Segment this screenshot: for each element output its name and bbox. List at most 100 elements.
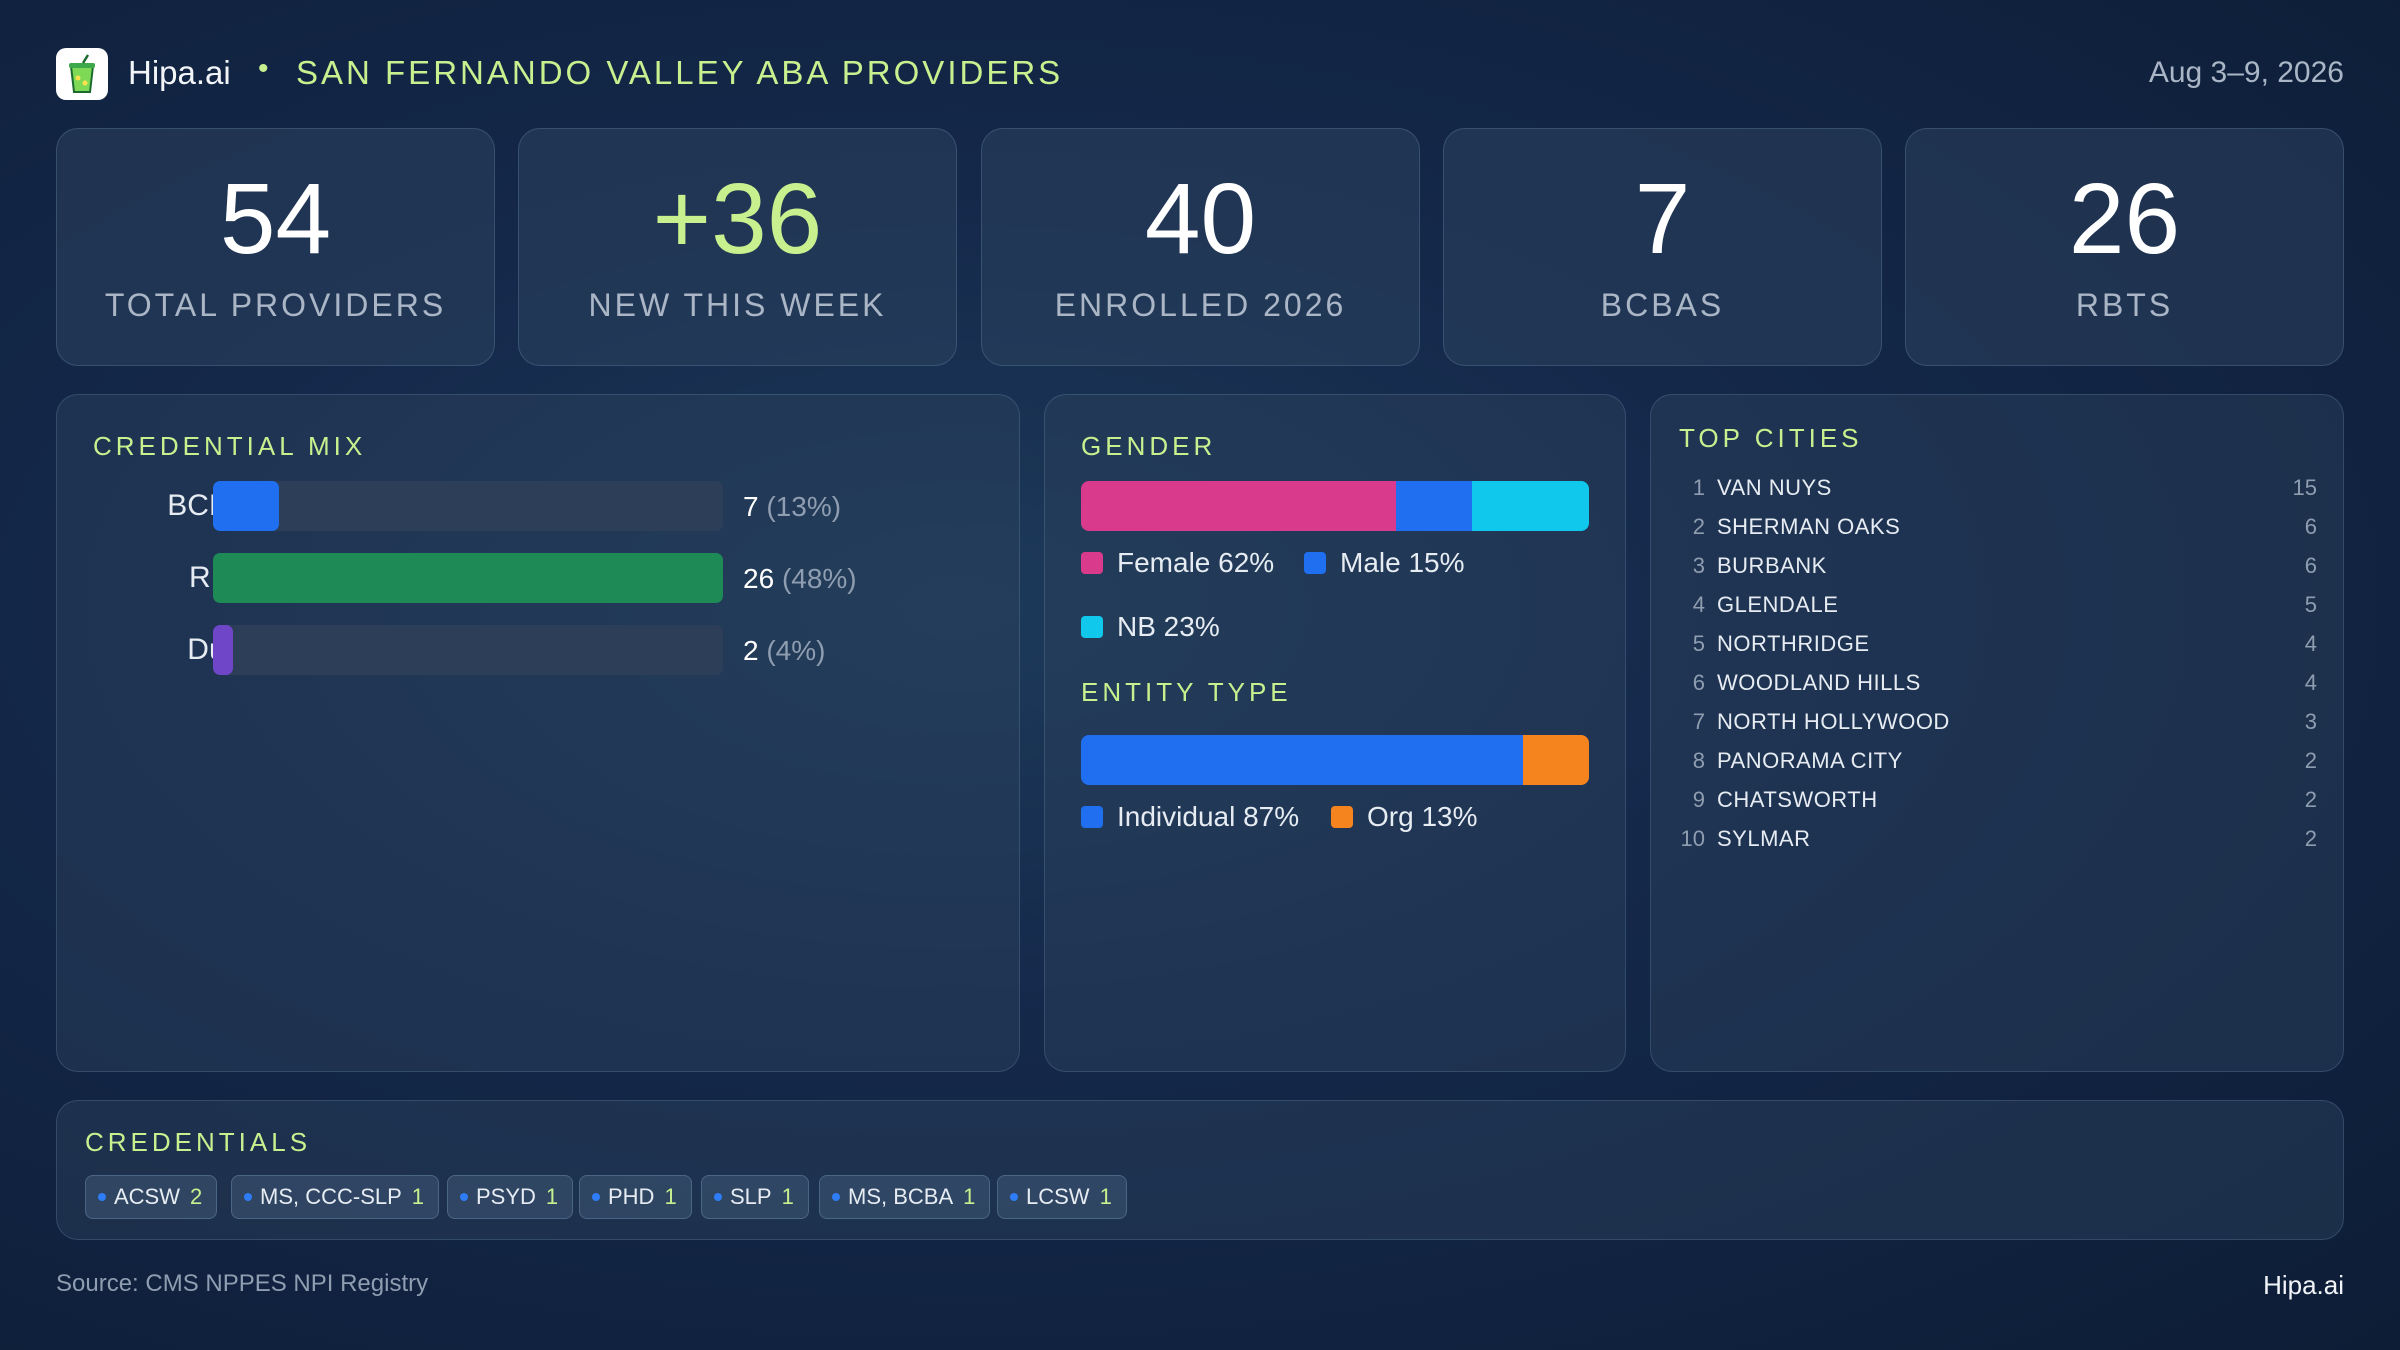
gender-segment-2 [1472, 481, 1589, 531]
city-count: 2 [2304, 826, 2317, 851]
city-name: NORTHRIDGE [1717, 631, 1870, 656]
dot-icon [1010, 1193, 1018, 1201]
panel-title: ENTITY TYPE [1081, 677, 1292, 707]
legend-female: Female 62% [1081, 547, 1274, 579]
dot-icon [832, 1193, 840, 1201]
city-count: 4 [2304, 631, 2317, 656]
legend-label: Org 13% [1367, 801, 1478, 832]
credential-bar-fill [213, 625, 234, 675]
top-cities-panel: TOP CITIES 1 VAN NUYS 15 2 SHERMAN OAKS … [1650, 394, 2344, 1072]
panel-title: TOP CITIES [1679, 423, 1863, 453]
chip-count: 1 [545, 1184, 559, 1209]
credential-bar-track [213, 553, 723, 603]
kpi-card-new-this-week: +36 NEW THIS WEEK [518, 128, 957, 366]
city-name: SHERMAN OAKS [1717, 514, 1901, 539]
legend-swatch [1331, 806, 1353, 828]
credential-bar-fill [213, 481, 280, 531]
credential-chip: MS, BCBA 1 [819, 1175, 991, 1219]
legend-nb: NB 23% [1081, 611, 1220, 643]
credential-chip-list: ACSW 2 MS, CCC-SLP 1 PSYD 1 PHD 1 SLP 1 … [85, 1175, 1285, 1219]
chip-label: SLP [730, 1184, 772, 1209]
kpi-label: NEW THIS WEEK [588, 287, 887, 323]
dot-icon [244, 1193, 252, 1201]
credentials-panel: CREDENTIALS ACSW 2 MS, CCC-SLP 1 PSYD 1 … [56, 1100, 2344, 1240]
city-name: GLENDALE [1717, 592, 1839, 617]
legend-label: Male 15% [1340, 547, 1465, 578]
kpi-label: TOTAL PROVIDERS [104, 287, 447, 323]
legend-label: Female 62% [1117, 547, 1275, 578]
credential-value: 7 (13%) [743, 491, 841, 523]
city-count: 6 [2304, 553, 2317, 578]
legend-label: NB 23% [1117, 611, 1220, 642]
credential-count: 26 [743, 563, 775, 594]
legend-org: Org 13% [1331, 801, 1478, 833]
city-count: 4 [2304, 670, 2317, 695]
chip-label: MS, BCBA [848, 1184, 954, 1209]
entity-segment-0 [1081, 735, 1523, 785]
panel-title: CREDENTIAL MIX [93, 431, 367, 461]
chip-label: LCSW [1026, 1184, 1090, 1209]
city-rank: 10 [1680, 826, 1705, 851]
chip-count: 1 [781, 1184, 794, 1209]
gender-segment-0 [1081, 481, 1396, 531]
city-rank: 4 [1692, 592, 1705, 617]
city-rank: 9 [1692, 787, 1705, 812]
legend-swatch [1081, 552, 1103, 574]
entity-segment-1 [1522, 735, 1589, 785]
credential-percent: (4%) [766, 635, 826, 666]
credential-mix-panel: CREDENTIAL MIX BCBA 7 (13%) RBT 26 (48%)… [56, 394, 1020, 1072]
city-row: 9 CHATSWORTH 2 [1651, 787, 2345, 823]
chip-label: PHD [608, 1184, 655, 1209]
credential-chip: MS, CCC-SLP 1 [231, 1175, 440, 1219]
legend-male: Male 15% [1304, 547, 1465, 579]
credential-bar-fill [213, 553, 723, 603]
page-title: SAN FERNANDO VALLEY ABA PROVIDERS [296, 54, 1064, 91]
credential-chip: PSYD 1 [447, 1175, 574, 1219]
kpi-row: 54 TOTAL PROVIDERS +36 NEW THIS WEEK 40 … [56, 128, 2344, 366]
city-rank: 5 [1692, 631, 1705, 656]
gender-entity-panel: GENDER Female 62% Male 15% NB 23% ENTITY… [1044, 394, 1626, 1072]
kpi-card-total-providers: 54 TOTAL PROVIDERS [56, 128, 495, 366]
city-row: 5 NORTHRIDGE 4 [1651, 631, 2345, 667]
kpi-value: 54 [219, 163, 332, 275]
city-name: NORTH HOLLYWOOD [1717, 709, 1950, 734]
dot-icon [460, 1193, 468, 1201]
city-rank: 8 [1692, 748, 1705, 773]
kpi-card-bcbas: 7 BCBAS [1443, 128, 1882, 366]
chip-count: 2 [190, 1184, 203, 1209]
credential-percent: (13%) [766, 491, 842, 522]
city-row: 1 VAN NUYS 15 [1651, 475, 2345, 511]
chip-label: PSYD [476, 1184, 536, 1209]
city-name: PANORAMA CITY [1717, 748, 1903, 773]
city-count: 2 [2304, 787, 2317, 812]
credential-chip: ACSW 2 [85, 1175, 218, 1219]
credential-chip: PHD 1 [579, 1175, 692, 1219]
city-count: 3 [2304, 709, 2317, 734]
chip-count: 1 [664, 1184, 677, 1209]
chip-count: 1 [963, 1184, 976, 1209]
city-name: SYLMAR [1717, 826, 1811, 851]
city-row: 2 SHERMAN OAKS 6 [1651, 514, 2345, 550]
legend-swatch [1304, 552, 1326, 574]
dot-icon [714, 1193, 722, 1201]
city-rank: 2 [1692, 514, 1705, 539]
footer-brand: Hipa.ai [2263, 1270, 2344, 1300]
kpi-label: BCBAS [1600, 287, 1725, 323]
credential-row-bcba: BCBA 7 (13%) [57, 481, 1075, 531]
city-name: WOODLAND HILLS [1717, 670, 1921, 695]
panel-title: CREDENTIALS [85, 1127, 312, 1157]
data-source: Source: CMS NPPES NPI Registry [56, 1270, 429, 1297]
kpi-value: 26 [2068, 163, 2181, 275]
date-range: Aug 3–9, 2026 [2148, 56, 2344, 89]
city-rank: 6 [1692, 670, 1705, 695]
entity-stacked-bar [1081, 735, 1589, 785]
kpi-value: 40 [1144, 163, 1257, 275]
city-count: 6 [2304, 514, 2317, 539]
city-row: 8 PANORAMA CITY 2 [1651, 748, 2345, 784]
drink-cup-icon [56, 48, 108, 100]
credential-count: 7 [743, 491, 759, 522]
credential-value: 2 (4%) [743, 635, 825, 667]
credential-chip: LCSW 1 [997, 1175, 1127, 1219]
header: Hipa.ai • SAN FERNANDO VALLEY ABA PROVID… [56, 46, 2344, 102]
kpi-card-rbts: 26 RBTS [1905, 128, 2344, 366]
